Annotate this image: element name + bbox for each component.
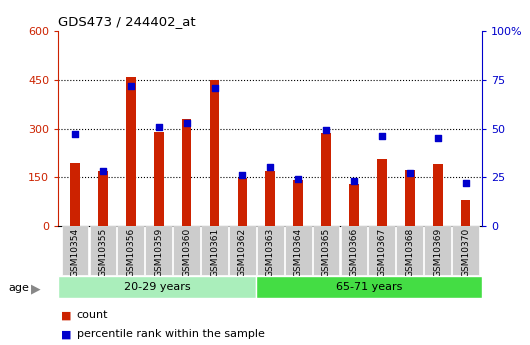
Bar: [293, 179, 303, 226]
Text: GSM10369: GSM10369: [433, 228, 442, 277]
Bar: [70, 162, 80, 226]
Text: GSM10366: GSM10366: [349, 228, 358, 277]
FancyBboxPatch shape: [313, 226, 340, 276]
Text: GSM10356: GSM10356: [126, 228, 135, 277]
FancyBboxPatch shape: [396, 226, 423, 276]
Text: ■: ■: [61, 329, 72, 339]
Bar: [154, 132, 164, 226]
Bar: [266, 171, 275, 226]
FancyBboxPatch shape: [368, 226, 395, 276]
Point: [322, 128, 330, 133]
FancyBboxPatch shape: [118, 226, 144, 276]
FancyBboxPatch shape: [145, 226, 172, 276]
Text: GDS473 / 244402_at: GDS473 / 244402_at: [58, 16, 196, 29]
FancyBboxPatch shape: [452, 226, 479, 276]
Bar: [377, 159, 387, 226]
Text: 65-71 years: 65-71 years: [336, 282, 402, 292]
Point: [210, 85, 219, 90]
Text: GSM10354: GSM10354: [70, 228, 80, 277]
FancyBboxPatch shape: [61, 226, 89, 276]
Text: GSM10367: GSM10367: [377, 228, 386, 277]
Text: 20-29 years: 20-29 years: [124, 282, 191, 292]
Text: ▶: ▶: [31, 282, 40, 295]
FancyBboxPatch shape: [90, 226, 116, 276]
Bar: [349, 184, 359, 226]
FancyBboxPatch shape: [229, 226, 256, 276]
Text: GSM10364: GSM10364: [294, 228, 303, 277]
Bar: [210, 80, 219, 226]
Text: percentile rank within the sample: percentile rank within the sample: [77, 329, 264, 339]
FancyBboxPatch shape: [256, 276, 482, 298]
Point: [99, 169, 107, 174]
Point: [182, 120, 191, 126]
Text: GSM10365: GSM10365: [322, 228, 331, 277]
Point: [294, 176, 303, 182]
Text: GSM10359: GSM10359: [154, 228, 163, 277]
FancyBboxPatch shape: [425, 226, 451, 276]
Text: GSM10363: GSM10363: [266, 228, 275, 277]
Text: age: age: [8, 283, 29, 293]
Point: [405, 170, 414, 176]
Text: GSM10362: GSM10362: [238, 228, 247, 277]
Point: [461, 180, 470, 186]
Point: [266, 165, 275, 170]
Point: [238, 172, 246, 178]
Bar: [98, 171, 108, 226]
Text: GSM10360: GSM10360: [182, 228, 191, 277]
FancyBboxPatch shape: [201, 226, 228, 276]
Bar: [433, 164, 443, 226]
FancyBboxPatch shape: [173, 226, 200, 276]
Bar: [182, 119, 191, 226]
Bar: [237, 178, 248, 226]
Bar: [405, 170, 414, 226]
FancyBboxPatch shape: [257, 226, 284, 276]
Point: [434, 136, 442, 141]
Text: GSM10370: GSM10370: [461, 228, 470, 277]
Bar: [126, 77, 136, 226]
Point: [127, 83, 135, 88]
Text: GSM10355: GSM10355: [99, 228, 108, 277]
Text: ■: ■: [61, 310, 72, 321]
Point: [154, 124, 163, 129]
Bar: [461, 200, 471, 226]
FancyBboxPatch shape: [285, 226, 312, 276]
FancyBboxPatch shape: [58, 276, 256, 298]
Bar: [321, 134, 331, 226]
Text: GSM10368: GSM10368: [405, 228, 414, 277]
Text: GSM10361: GSM10361: [210, 228, 219, 277]
Point: [350, 178, 358, 184]
Point: [71, 131, 80, 137]
FancyBboxPatch shape: [341, 226, 367, 276]
Point: [378, 134, 386, 139]
Text: count: count: [77, 310, 108, 321]
